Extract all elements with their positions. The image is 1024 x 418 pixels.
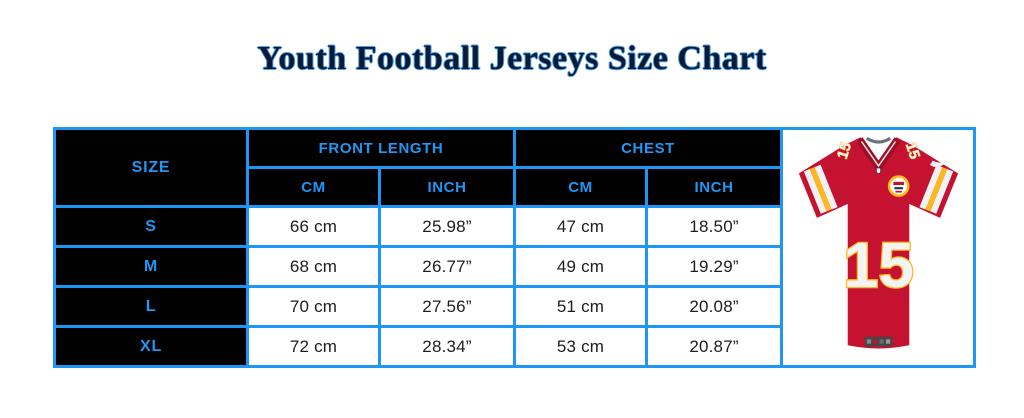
table-row: L 70 cm 27.56” 51 cm 20.08” <box>53 285 975 328</box>
right-shoulder-number: 15 <box>901 140 921 161</box>
table-row: S 66 cm 25.98” 47 cm 18.50” <box>53 205 975 248</box>
table-row: XL 72 cm 28.34” 53 cm 20.87” <box>53 325 975 368</box>
front-length-header: FRONT LENGTH <box>245 127 517 169</box>
chest-header: CHEST <box>513 127 784 169</box>
cell-front-cm: 66 cm <box>246 205 381 248</box>
size-label: S <box>53 205 249 248</box>
right-sleeve-stripes-icon <box>918 164 953 214</box>
size-label: XL <box>53 325 249 368</box>
cell-chest-cm: 51 cm <box>513 285 649 328</box>
left-shoulder-number: 15 <box>834 140 854 161</box>
size-label: L <box>53 285 249 328</box>
chest-cm-header: CM <box>513 166 649 208</box>
chest-inch-header: INCH <box>645 166 784 208</box>
cell-chest-cm: 49 cm <box>513 245 649 288</box>
v-neck-piping <box>860 140 896 167</box>
cell-front-cm: 68 cm <box>246 245 381 288</box>
front-inch-header: INCH <box>377 166 517 208</box>
size-chart-table: SIZE FRONT LENGTH CHEST <box>53 127 977 368</box>
jock-tag <box>864 336 892 346</box>
jersey-illustration: 15 15 15 <box>798 136 958 348</box>
nike-swoosh-icon <box>929 160 948 167</box>
header-group-row: SIZE FRONT LENGTH CHEST <box>53 127 977 368</box>
cell-front-cm: 72 cm <box>246 325 381 368</box>
cell-chest-cm: 47 cm <box>513 205 649 248</box>
left-sleeve-stripes-icon <box>803 164 838 214</box>
cell-front-inch: 28.34” <box>377 325 517 368</box>
cell-chest-inch: 20.08” <box>645 285 784 328</box>
cell-chest-inch: 20.87” <box>645 325 784 368</box>
header-unit-row: CM INCH CM INCH <box>55 166 975 208</box>
team-patch-icon <box>887 174 910 197</box>
size-label: M <box>53 245 249 288</box>
table-row: M 68 cm 26.77” 49 cm 19.29” <box>53 245 975 288</box>
page-title: Youth Football Jerseys Size Chart <box>257 40 767 77</box>
nfl-shield-icon <box>875 167 881 174</box>
cell-front-inch: 27.56” <box>377 285 517 328</box>
size-column-header: SIZE <box>53 127 249 208</box>
jersey-image: 15 15 15 <box>780 127 977 368</box>
cell-chest-cm: 53 cm <box>513 325 649 368</box>
collar-back <box>865 136 891 144</box>
jersey-number: 15 <box>843 229 914 300</box>
front-cm-header: CM <box>246 166 381 208</box>
cell-front-inch: 26.77” <box>377 245 517 288</box>
cell-chest-inch: 18.50” <box>645 205 784 248</box>
cell-chest-inch: 19.29” <box>645 245 784 288</box>
cell-front-cm: 70 cm <box>246 285 381 328</box>
cell-front-inch: 25.98” <box>377 205 517 248</box>
